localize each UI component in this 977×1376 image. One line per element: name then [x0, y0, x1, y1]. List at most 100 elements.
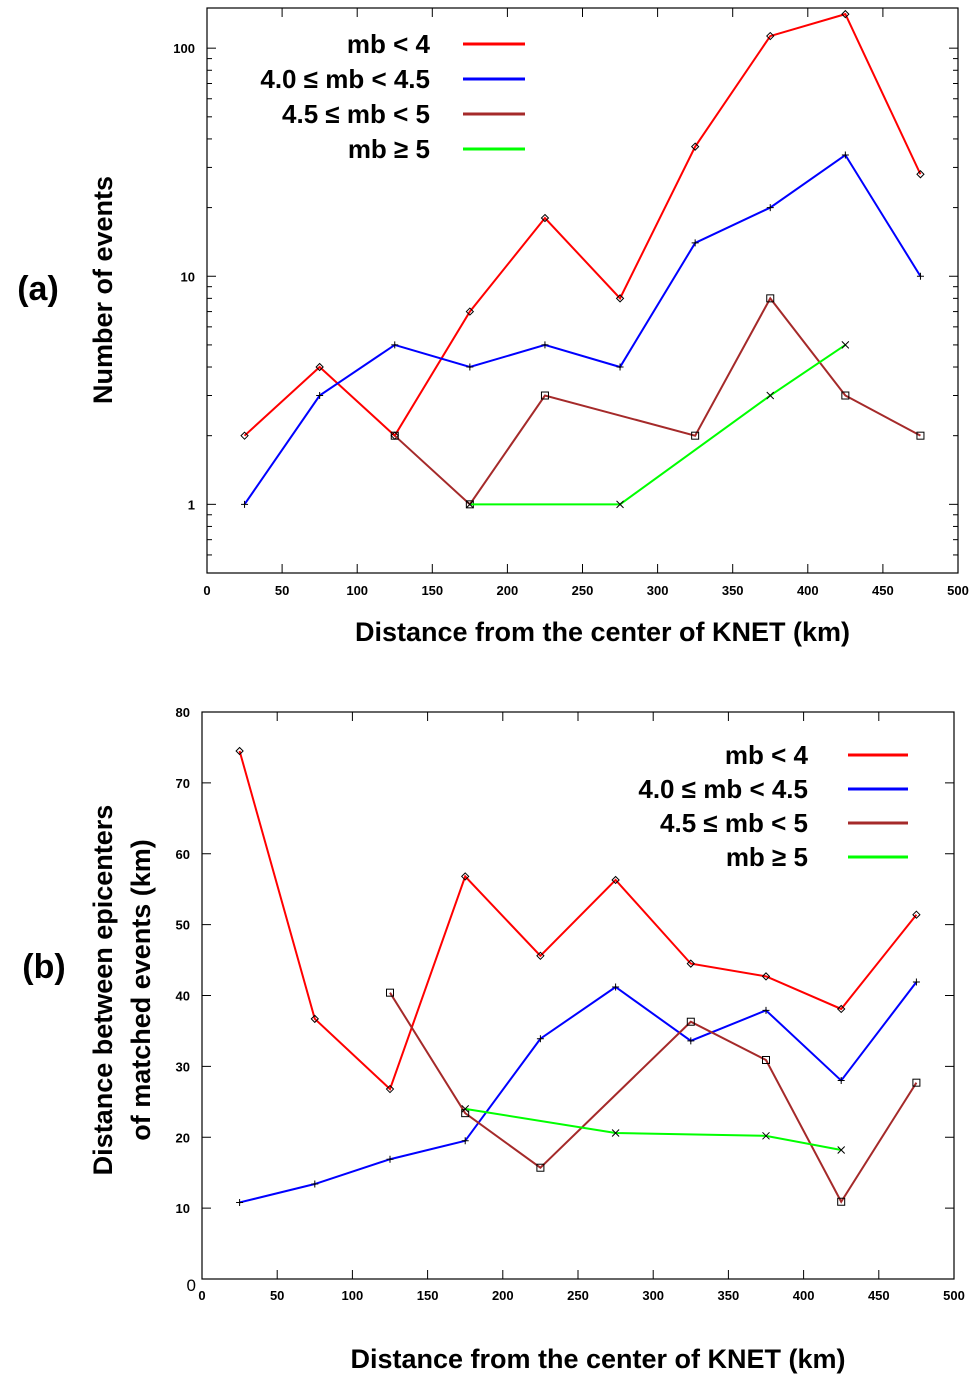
series-0 — [235, 746, 921, 1094]
series-line — [243, 153, 922, 505]
data-point — [766, 294, 775, 303]
series-1 — [241, 151, 924, 508]
x-tick-label: 150 — [417, 1288, 439, 1303]
series-3 — [465, 341, 850, 509]
data-point — [615, 294, 625, 303]
x-tick-label: 250 — [572, 583, 594, 598]
data-point — [465, 307, 475, 316]
data-point — [611, 875, 620, 885]
data-point — [686, 1017, 695, 1026]
series-0 — [240, 9, 925, 440]
x-tick-label: 100 — [346, 583, 368, 598]
y-tick-label: 0 — [187, 1276, 196, 1295]
data-point — [536, 1035, 544, 1043]
series-line — [243, 12, 922, 438]
x-tick-label: 500 — [947, 583, 969, 598]
data-point — [912, 910, 921, 919]
data-point — [762, 1131, 770, 1140]
legend-label: mb < 4 — [725, 740, 809, 770]
x-tick-label: 50 — [275, 583, 289, 598]
panel-b-chart: 0 50 100 150 200 250 300 350 400 450 500 0 10 20 30 40 5… — [22, 705, 965, 1374]
panel-a-chart: 0 50 100 150 200 250 300 350 400 450 500 1 10 100 mb <… — [17, 7, 969, 647]
x-tick-label: 350 — [722, 583, 744, 598]
data-point — [916, 431, 925, 440]
legend-label: 4.0 ≤ mb < 4.5 — [638, 774, 808, 804]
data-point — [916, 170, 925, 179]
y-tick-label: 1 — [188, 497, 195, 512]
series-line — [465, 1107, 842, 1151]
legend-label: mb < 4 — [347, 29, 431, 59]
y-tick-label: 20 — [176, 1130, 190, 1145]
data-point — [235, 746, 244, 756]
x-tick-label: 250 — [567, 1288, 589, 1303]
x-tick-label: 400 — [797, 583, 819, 598]
legend-label: mb ≥ 5 — [726, 842, 808, 872]
y-tick-label: 80 — [176, 705, 190, 720]
data-point — [841, 391, 850, 400]
legend: mb < 4 4.0 ≤ mb < 4.5 4.5 ≤ mb < 5 mb ≥ 5 — [638, 740, 908, 872]
data-point — [536, 951, 545, 961]
data-point — [540, 213, 550, 223]
x-tick-label: 500 — [943, 1288, 965, 1303]
y-tick-label: 40 — [176, 989, 190, 1004]
data-point — [391, 341, 399, 349]
y-tick-label: 10 — [176, 1201, 190, 1216]
data-point — [616, 500, 624, 509]
data-point — [240, 431, 249, 440]
legend-label: 4.5 ≤ mb < 5 — [660, 808, 808, 838]
x-tick-label: 200 — [492, 1288, 514, 1303]
data-point — [691, 239, 699, 247]
data-point — [762, 1055, 770, 1064]
series-line — [389, 992, 918, 1204]
data-point — [766, 31, 775, 41]
x-tick-label: 350 — [718, 1288, 740, 1303]
data-point — [841, 151, 849, 159]
series-line — [469, 344, 846, 506]
y-tick-label: 30 — [176, 1059, 190, 1074]
series-2 — [386, 988, 921, 1206]
data-point — [766, 204, 774, 212]
x-axis-title: Distance from the center of KNET (km) — [355, 617, 850, 647]
data-point — [461, 1105, 470, 1113]
data-point — [541, 341, 549, 349]
y-axis-title: Number of events — [88, 176, 118, 404]
data-point — [837, 1077, 845, 1085]
legend: mb < 4 4.0 ≤ mb < 4.5 4.5 ≤ mb < 5 mb ≥ 5 — [260, 29, 525, 164]
data-point — [540, 391, 549, 400]
data-point — [311, 1180, 319, 1188]
y-tick-label: 100 — [173, 41, 195, 56]
data-point — [385, 1084, 395, 1094]
data-point — [241, 500, 249, 508]
x-tick-label: 450 — [872, 583, 894, 598]
data-point — [315, 362, 324, 372]
legend-label: mb ≥ 5 — [348, 134, 430, 164]
data-point — [761, 972, 771, 981]
x-tick-label: 400 — [793, 1288, 815, 1303]
series-line — [394, 296, 921, 506]
data-point — [687, 1037, 695, 1045]
data-point — [841, 341, 850, 349]
legend-label: 4.0 ≤ mb < 4.5 — [260, 64, 430, 94]
y-tick-label: 10 — [181, 269, 195, 284]
data-point — [612, 983, 620, 991]
data-point — [916, 272, 924, 280]
y-axis-title: of matched events (km) — [126, 839, 156, 1141]
data-point — [836, 1004, 846, 1014]
data-point — [766, 391, 775, 400]
x-tick-label: 200 — [497, 583, 519, 598]
data-point — [762, 1006, 770, 1014]
x-tick-label: 50 — [270, 1288, 284, 1303]
data-point — [390, 431, 399, 440]
data-point — [611, 1129, 620, 1137]
x-tick-label: 300 — [642, 1288, 664, 1303]
x-tick-label: 100 — [342, 1288, 364, 1303]
x-axis-title: Distance from the center of KNET (km) — [350, 1344, 845, 1374]
series-1 — [236, 978, 920, 1206]
plot-frame — [201, 711, 955, 1280]
x-tick-label: 300 — [647, 583, 669, 598]
data-point — [837, 1197, 846, 1206]
y-tick-label: 50 — [176, 918, 190, 933]
data-point — [912, 1078, 921, 1087]
data-point — [466, 363, 474, 371]
